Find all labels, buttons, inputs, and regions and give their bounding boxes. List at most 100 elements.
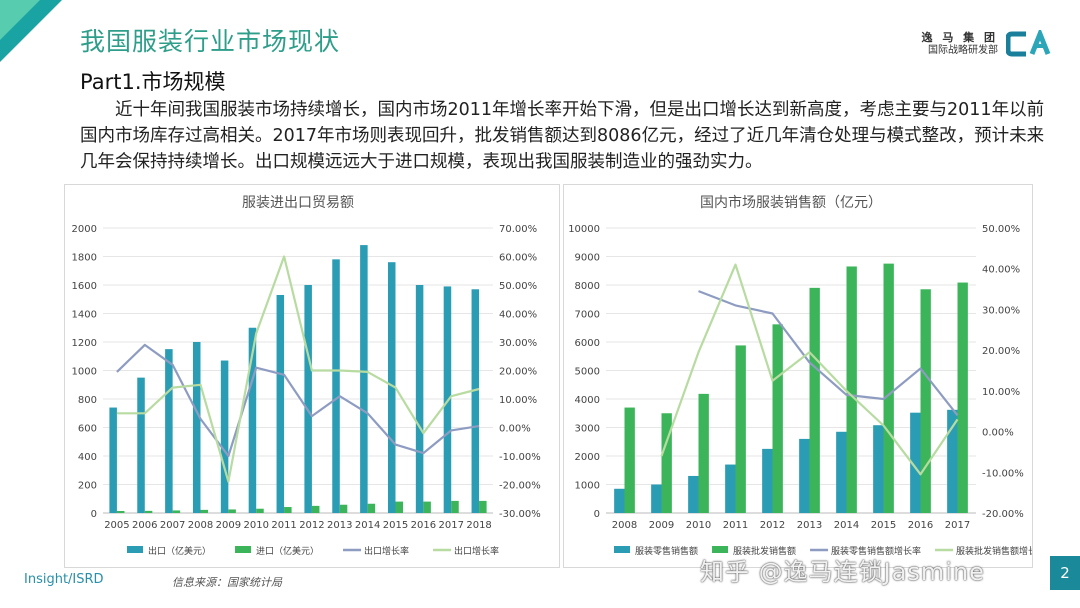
legend-swatch [614,546,630,553]
bar [910,412,921,513]
y-right-tick-label: 30.00% [982,305,1020,316]
legend-label: 出口（亿美元） [148,545,211,557]
y-left-tick-label: 1800 [72,253,97,264]
y-right-tick-label: 60.00% [499,253,537,264]
x-tick-label: 2013 [327,520,352,531]
y-left-tick-label: 1400 [72,310,97,321]
x-tick-label: 2018 [466,520,491,531]
domestic-sales-chart: 国内市场服装销售额（亿元） 0 1000 2000 3000 4000 5000 6000 70… [568,194,1032,557]
y-right-tick-label: -30.00% [499,509,541,520]
y-left-tick-label: 1200 [72,338,97,349]
y-left-tick-label: 7000 [575,310,600,321]
y-right-tick-label: 0.00% [982,428,1014,439]
y-left-tick-label: 1600 [72,281,97,292]
y-right-tick-label: 50.00% [499,281,537,292]
y-left-tick-label: 400 [78,452,97,463]
bar [471,289,480,513]
bar [423,501,431,513]
x-tick-label: 2008 [612,520,637,531]
company-logo: 逸 马 集 团 国际战略研发部 [922,30,1053,58]
bar [873,425,884,513]
y-right-tick-label: 10.00% [982,387,1020,398]
y-left-tick-label: 9000 [575,253,600,264]
series-line [116,343,480,458]
bar [387,262,396,513]
y-left-tick-label: 800 [78,395,97,406]
bar [624,407,635,513]
watermark: 知乎 @逸马连锁Jasmine [700,558,985,586]
x-tick-label: 2009 [649,520,674,531]
y-left-tick-label: 6000 [575,338,600,349]
bar [799,438,810,513]
bar [415,285,424,513]
chart-title: 服装进出口贸易额 [242,195,354,211]
bar [228,509,236,513]
y-left-tick-label: 2000 [575,452,600,463]
y-right-tick-label: 30.00% [499,338,537,349]
y-left-tick-label: 1000 [575,481,600,492]
y-right-tick-label: -20.00% [982,509,1024,520]
bar [957,282,968,513]
x-tick-label: 2010 [686,520,711,531]
bar [809,287,820,513]
bar [688,475,699,513]
footer-brand: Insight/ISRD [24,572,104,587]
bar [248,327,257,513]
y-left-tick-label: 2000 [72,224,97,235]
bar [284,507,292,513]
bar [725,464,736,513]
bar [846,266,857,513]
bar [339,504,348,513]
y-right-tick-label: 10.00% [499,395,537,406]
legend-label: 出口增长率 [364,545,409,557]
y-right-tick-label: -10.00% [499,452,541,463]
x-tick-label: 2012 [760,520,785,531]
logo-line1: 逸 马 集 团 [921,31,998,44]
y-left-tick-label: 1000 [72,367,97,378]
x-tick-label: 2008 [188,520,213,531]
x-tick-label: 2017 [438,520,463,531]
legend-label: 服装零售销售额增长率 [831,545,921,557]
footer-source: 信息来源：国家统计局 [172,576,282,589]
x-tick-label: 2016 [411,520,436,531]
y-left-tick-label: 8000 [575,281,600,292]
legend-label: 出口增长率 [454,545,499,557]
x-tick-label: 2011 [723,520,748,531]
bar [256,508,264,513]
legend-label: 进口（亿美元） [256,545,319,557]
y-right-tick-label: -20.00% [499,481,541,492]
intro-paragraph: 近十年间我国服装市场持续增长，国内市场2011年增长率开始下滑，但是出口增长达到… [80,100,1045,172]
bar [367,503,376,513]
bar [360,245,368,513]
y-left-tick-label: 600 [78,424,97,435]
series-line [660,263,959,476]
y-right-tick-label: 50.00% [982,224,1020,235]
series-line [116,255,480,483]
bar [137,377,145,513]
bar [735,345,746,513]
bar [614,488,625,513]
bar [920,289,931,513]
x-tick-label: 2012 [299,520,324,531]
bar [304,285,312,513]
y-right-tick-label: 40.00% [499,310,537,321]
legend-swatch [127,546,143,553]
y-left-tick-label: 200 [78,481,97,492]
x-tick-label: 2014 [834,520,859,531]
x-tick-label: 2011 [271,520,296,531]
page-number: 2 [1050,556,1080,590]
x-tick-label: 2016 [908,520,933,531]
x-tick-label: 2015 [383,520,408,531]
legend-label: 服装零售销售额 [635,545,698,557]
legend-swatch [235,546,252,553]
bar [698,393,709,513]
bar [451,500,459,513]
bar [220,360,229,513]
bar [172,510,181,513]
bar [479,500,487,513]
chart-panel-trade: 服装进出口贸易额 0 200 400 600 800 1000 1200 1400 1600 180… [64,184,560,568]
bar [651,484,662,513]
corner-decoration-inner [0,0,40,40]
bar [276,294,285,513]
bar [947,409,958,513]
